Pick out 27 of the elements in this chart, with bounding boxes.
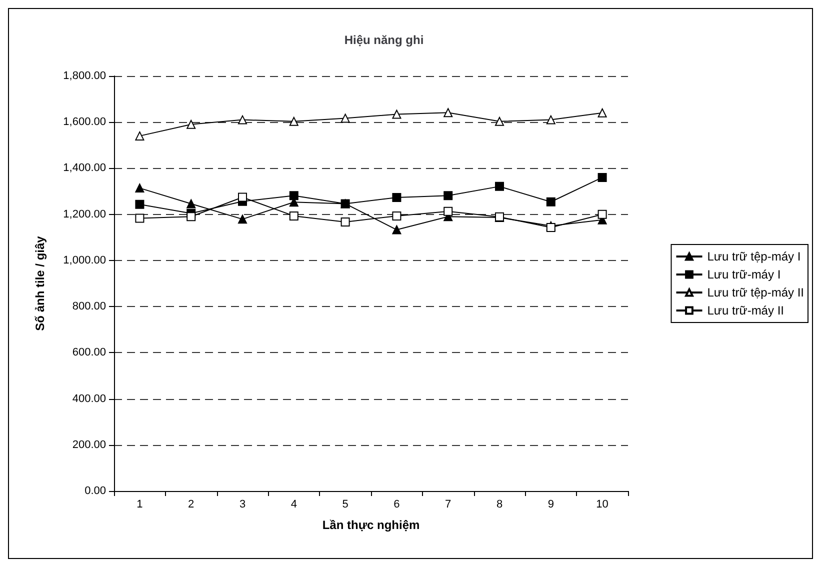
x-tick-label: 7: [445, 498, 452, 510]
x-tick-label: 2: [188, 498, 194, 510]
x-tick-label: 5: [342, 498, 348, 510]
y-tick-label: 400.00: [72, 392, 106, 405]
legend-label: Lưu trữ-máy II: [707, 304, 784, 318]
y-tick-label: 600.00: [72, 346, 106, 359]
y-tick-label: 1,800.00: [63, 70, 106, 82]
legend-label: Lưu trữ-máy I: [707, 268, 781, 282]
y-tick-label: 1,000.00: [63, 254, 106, 266]
x-tick-label: 3: [239, 498, 246, 510]
x-tick-label: 10: [596, 498, 608, 510]
x-tick-label: 9: [548, 498, 554, 510]
x-axis-title: Lần thực nghiệm: [322, 518, 420, 532]
chart-title: Hiệu năng ghi: [344, 33, 424, 47]
y-tick-label: 800.00: [72, 300, 106, 313]
y-axis-title: Số ảnh tile / giây: [33, 236, 47, 331]
y-tick-label: 0.00: [84, 485, 106, 497]
legend-label: Lưu trữ tệp-máy II: [707, 286, 804, 300]
y-tick-label: 200.00: [72, 438, 106, 451]
x-tick-label: 1: [136, 498, 143, 510]
y-tick-label: 1,600.00: [63, 116, 106, 128]
legend-label: Lưu trữ tệp-máy I: [707, 250, 801, 264]
x-tick-label: 6: [394, 498, 400, 510]
x-tick-label: 8: [496, 498, 503, 510]
y-tick-label: 1,400.00: [63, 162, 106, 174]
x-tick-label: 4: [290, 498, 297, 510]
y-tick-label: 1,200.00: [63, 208, 106, 220]
